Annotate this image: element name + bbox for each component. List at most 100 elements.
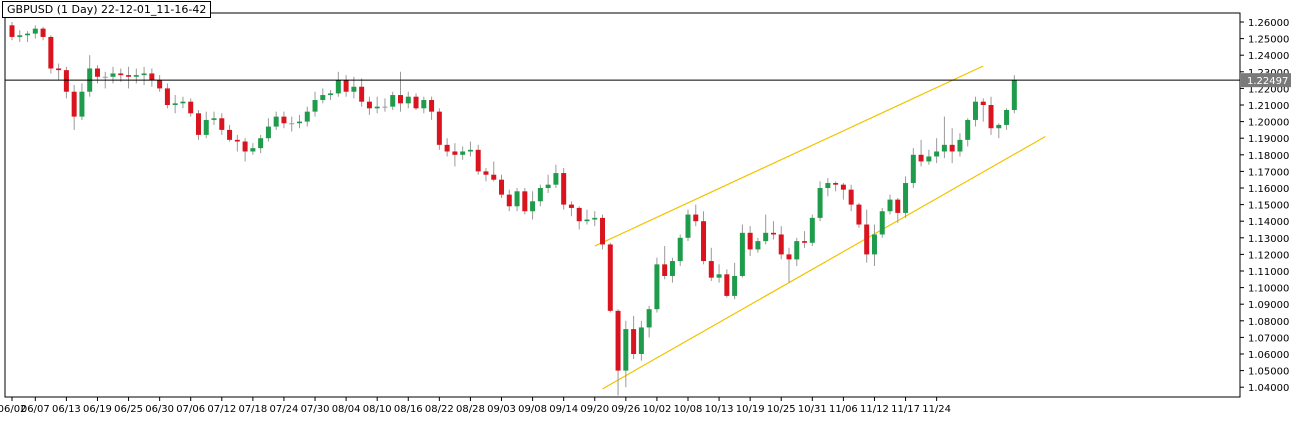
candle-body: [879, 211, 885, 235]
candle: [530, 191, 536, 220]
y-tick-label: 1.10000: [1248, 284, 1289, 295]
candle-body: [296, 121, 302, 124]
y-tick-label: 1.20000: [1248, 118, 1289, 129]
candle-body: [677, 237, 683, 262]
candle: [180, 96, 186, 109]
candle: [755, 237, 761, 253]
candle-body: [584, 219, 590, 222]
x-tick-label: 09/03: [487, 404, 516, 415]
candle: [561, 168, 567, 210]
candle: [910, 148, 916, 188]
x-tick-label: 11/12: [860, 404, 889, 415]
candle: [250, 143, 256, 155]
candle: [335, 71, 341, 97]
candle: [669, 257, 675, 283]
candle: [71, 85, 77, 130]
candle-body: [250, 148, 256, 152]
candle-body: [219, 118, 225, 130]
candle: [576, 206, 582, 230]
y-tick-label: 1.05000: [1248, 367, 1289, 378]
candle: [607, 242, 613, 313]
candle-body: [553, 173, 559, 185]
candle-body: [809, 217, 815, 243]
y-tick-label: 1.09000: [1248, 300, 1289, 311]
candle: [126, 66, 132, 89]
candle: [685, 209, 691, 242]
candle-body: [157, 80, 163, 89]
candle-body: [654, 264, 660, 310]
candle: [747, 226, 753, 257]
candle-body: [592, 217, 598, 220]
candle: [467, 141, 473, 157]
candle-body: [739, 232, 745, 276]
candle-body: [1004, 109, 1010, 125]
candle-body: [871, 234, 877, 255]
candle-body: [755, 241, 761, 250]
candle: [133, 68, 139, 84]
candle-body: [273, 116, 279, 127]
chart-title: GBPUSD (1 Day) 22-12-01_11-16-42: [2, 1, 212, 18]
candle: [110, 66, 116, 84]
candle: [157, 75, 163, 92]
trend-channel: [594, 65, 1046, 390]
candle: [436, 108, 442, 150]
candle: [545, 174, 551, 193]
candle: [887, 194, 893, 215]
y-tick-label: 1.07000: [1248, 333, 1289, 344]
candle: [211, 111, 217, 125]
candle-body: [701, 221, 707, 262]
candle-body: [600, 217, 606, 245]
y-tick-label: 1.12000: [1248, 250, 1289, 261]
candle: [879, 207, 885, 238]
candle: [304, 106, 310, 127]
candle: [786, 247, 792, 283]
candle-body: [833, 183, 839, 185]
candle-body: [211, 118, 217, 120]
candle: [677, 234, 683, 267]
candle: [499, 174, 505, 198]
candle-body: [320, 95, 326, 101]
candle-body: [949, 144, 955, 152]
candle-body: [918, 154, 924, 162]
y-tick-label: 1.08000: [1248, 317, 1289, 328]
candle-body: [17, 35, 23, 37]
candle-body: [1011, 80, 1017, 110]
candle: [716, 264, 722, 283]
x-tick-label: 06/02: [0, 404, 26, 415]
candle-body: [693, 214, 699, 222]
candle: [825, 178, 831, 197]
x-tick-label: 10/19: [736, 404, 765, 415]
x-tick-label: 09/20: [580, 404, 609, 415]
candle-body: [421, 100, 427, 109]
candle: [926, 149, 932, 165]
plot-frame: [4, 12, 1241, 398]
x-tick-label: 06/19: [83, 404, 112, 415]
candle: [895, 197, 901, 223]
candle-body: [382, 106, 388, 108]
candle-body: [716, 274, 722, 278]
candle-body: [786, 254, 792, 260]
x-tick-label: 10/31: [798, 404, 827, 415]
x-tick-label: 11/24: [922, 404, 951, 415]
candle: [289, 116, 295, 132]
x-tick-label: 10/08: [674, 404, 703, 415]
y-tick-label: 1.13000: [1248, 234, 1289, 245]
candle: [164, 83, 170, 109]
candle-body: [817, 188, 823, 218]
candle-body: [110, 73, 116, 77]
candle-body: [102, 76, 108, 78]
candle-body: [390, 95, 396, 107]
x-tick-label: 11/06: [829, 404, 858, 415]
candle: [172, 95, 178, 114]
candle-body: [934, 151, 940, 157]
candle: [483, 168, 489, 182]
candle: [475, 144, 481, 175]
candle: [996, 123, 1002, 139]
candle: [444, 138, 450, 157]
price-axis: 1.260001.250001.240001.230001.220001.210…: [1240, 18, 1291, 394]
candle-body: [499, 179, 505, 195]
candle-body: [40, 28, 46, 37]
candle: [600, 214, 606, 250]
candle-body: [996, 124, 1002, 129]
candle: [770, 221, 776, 240]
